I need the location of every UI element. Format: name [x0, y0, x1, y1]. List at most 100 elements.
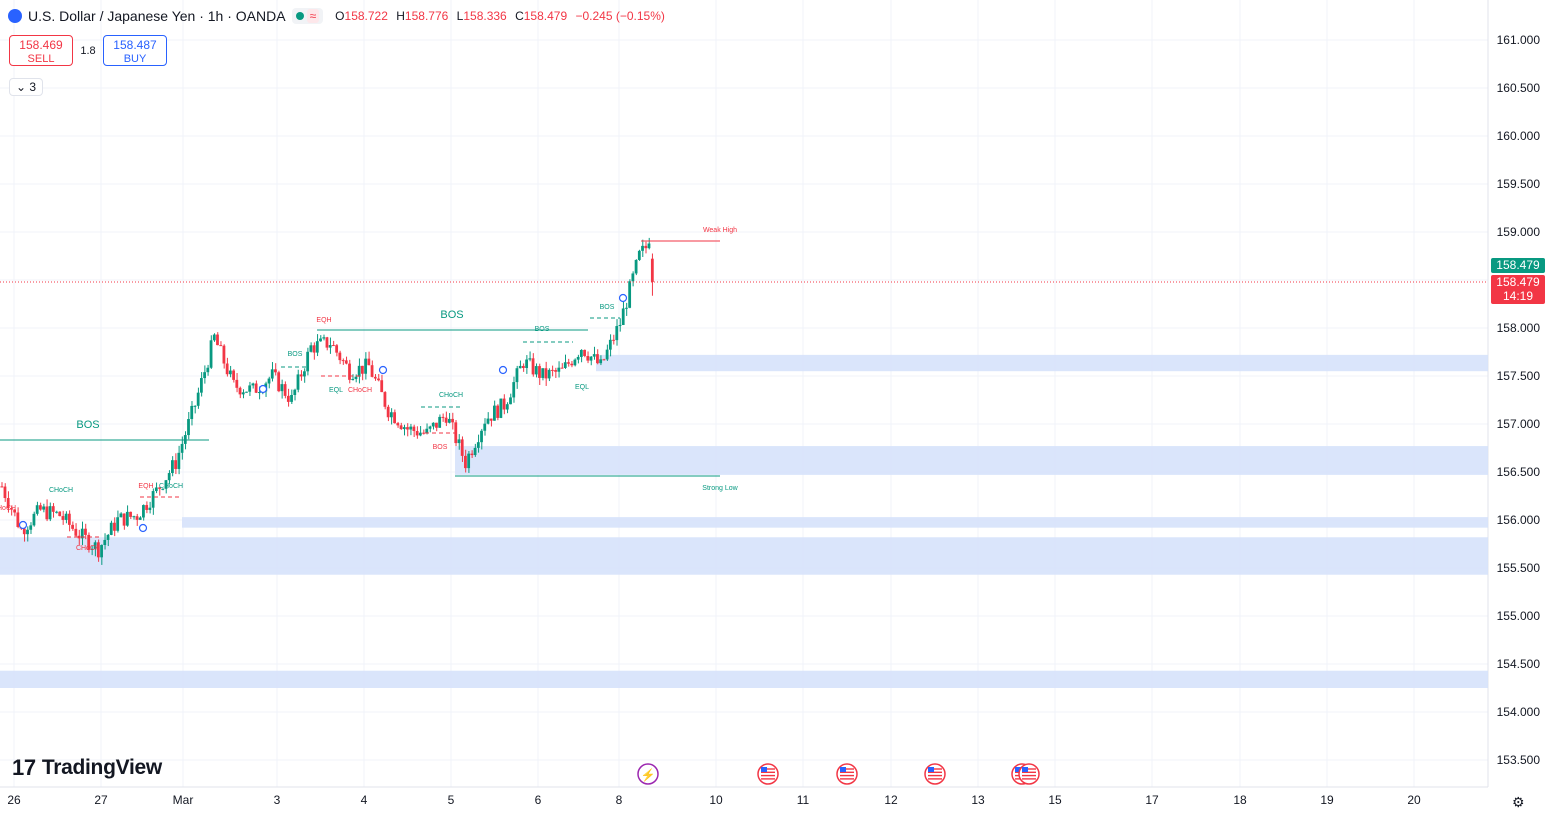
candle [567, 358, 570, 367]
candle [399, 422, 403, 430]
candle [306, 347, 310, 376]
x-tick-label: 19 [1320, 793, 1334, 807]
lightning-event-icon[interactable] [637, 763, 659, 785]
us-flag-event-icon[interactable] [924, 763, 946, 785]
candle [438, 414, 442, 428]
structure-label: EQH [138, 483, 153, 490]
candle [612, 334, 615, 345]
candle [51, 503, 55, 518]
candle [106, 533, 110, 547]
candle [138, 516, 142, 520]
candle [190, 401, 194, 426]
order-block-zone[interactable] [455, 446, 1488, 475]
candle [634, 259, 638, 276]
x-tick-label: 17 [1145, 793, 1159, 807]
candle [283, 381, 287, 399]
x-tick-label: 8 [616, 793, 623, 807]
order-block-zone[interactable] [0, 670, 1488, 688]
candle [251, 382, 255, 389]
y-tick-label: 157.500 [1497, 369, 1541, 383]
candle [393, 409, 396, 424]
candle [225, 357, 229, 377]
x-tick-label: 20 [1407, 793, 1421, 807]
order-block-zone[interactable] [182, 517, 1488, 528]
candle [90, 545, 94, 556]
candle [644, 241, 648, 254]
tradingview-logo[interactable]: 17 TradingView [12, 755, 162, 781]
candle [26, 526, 29, 542]
candle [319, 335, 322, 342]
structure-label: CHoCH [49, 487, 73, 494]
x-tick-label: 4 [361, 793, 368, 807]
gear-icon[interactable]: ⚙ [1512, 794, 1525, 810]
candle [592, 346, 596, 360]
candle [348, 359, 351, 384]
candle [415, 426, 419, 439]
candle [641, 239, 644, 257]
symbol-flag-icon [8, 9, 22, 23]
candle [238, 386, 242, 399]
candle [129, 511, 132, 520]
candle [119, 512, 123, 518]
signal-marker[interactable] [18, 520, 28, 530]
candle [541, 368, 545, 381]
candle [177, 445, 181, 475]
structure-label: CHoCH [76, 545, 100, 552]
sell-button[interactable]: 158.469 SELL [9, 35, 73, 66]
signal-marker[interactable] [258, 384, 268, 394]
brand-name: TradingView [41, 756, 162, 779]
candle [518, 360, 522, 369]
candle [428, 425, 432, 433]
indicators-toggle-button[interactable]: ⌄ 3 [9, 78, 44, 96]
candle [209, 335, 213, 369]
buy-button[interactable]: 158.487 BUY [103, 35, 167, 66]
market-status-badge[interactable]: ≈ [291, 8, 324, 24]
candle [35, 501, 39, 516]
x-tick-label: 10 [709, 793, 723, 807]
candle [344, 356, 348, 365]
candle [583, 349, 586, 358]
signal-marker[interactable] [378, 365, 388, 375]
signal-marker[interactable] [138, 523, 148, 533]
candle [505, 402, 509, 414]
order-block-zone[interactable] [596, 354, 1488, 372]
candle [93, 540, 97, 557]
y-tick-label: 155.000 [1497, 609, 1541, 623]
candle [16, 507, 20, 529]
candle [193, 405, 197, 414]
signal-marker[interactable] [498, 365, 508, 375]
symbol-title[interactable]: U.S. Dollar / Japanese Yen · 1h · OANDA [28, 8, 286, 24]
chevron-down-icon: ⌄ [16, 80, 27, 94]
order-block-zone[interactable] [0, 537, 1488, 575]
signal-marker[interactable] [618, 293, 628, 303]
candle [206, 364, 210, 376]
candle [158, 486, 161, 496]
candle [328, 337, 332, 354]
candle [499, 398, 503, 419]
us-flag-event-icon[interactable] [757, 763, 779, 785]
us-flag-event-icon[interactable] [1018, 763, 1040, 785]
sell-label: SELL [27, 53, 55, 65]
candle [125, 505, 129, 527]
candle [38, 502, 42, 511]
structure-label: Weak High [703, 227, 737, 234]
candle [113, 517, 116, 537]
candle [637, 249, 641, 261]
candle [42, 503, 46, 513]
candle [122, 513, 126, 530]
candle [389, 408, 393, 425]
y-tick-label: 153.500 [1497, 753, 1541, 767]
us-flag-event-icon[interactable] [836, 763, 858, 785]
y-tick-label: 155.500 [1497, 561, 1541, 575]
candle [589, 356, 593, 366]
candle [303, 368, 306, 383]
candle [525, 355, 529, 374]
y-tick-label: 157.000 [1497, 417, 1541, 431]
candle [254, 380, 258, 394]
candle [367, 351, 371, 366]
candle [315, 334, 319, 357]
structure-label: CHoCH [348, 387, 372, 394]
candle [431, 422, 435, 430]
open-value: 158.722 [344, 9, 388, 23]
